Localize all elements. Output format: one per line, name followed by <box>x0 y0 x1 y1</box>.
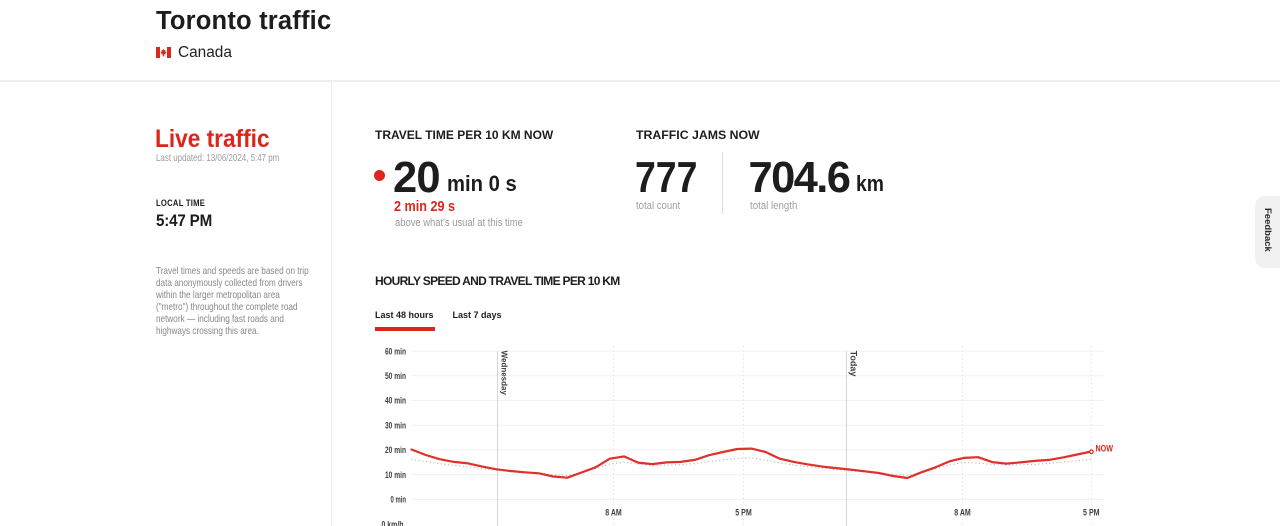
svg-text:30 min: 30 min <box>385 421 406 431</box>
svg-text:0 km/h: 0 km/h <box>382 520 404 526</box>
svg-text:8 AM: 8 AM <box>605 507 622 517</box>
svg-text:10 min: 10 min <box>385 470 406 480</box>
svg-text:5 PM: 5 PM <box>735 507 752 517</box>
svg-text:20 min: 20 min <box>385 445 406 455</box>
svg-text:Wednesday: Wednesday <box>500 351 509 396</box>
svg-text:5 PM: 5 PM <box>1083 507 1100 517</box>
svg-text:Today: Today <box>849 351 859 377</box>
svg-text:NOW: NOW <box>1096 444 1114 454</box>
svg-text:50 min: 50 min <box>385 371 406 381</box>
svg-text:60 min: 60 min <box>385 346 406 356</box>
svg-text:8 AM: 8 AM <box>954 507 971 517</box>
svg-text:40 min: 40 min <box>385 396 406 406</box>
svg-text:0 min: 0 min <box>391 495 407 505</box>
